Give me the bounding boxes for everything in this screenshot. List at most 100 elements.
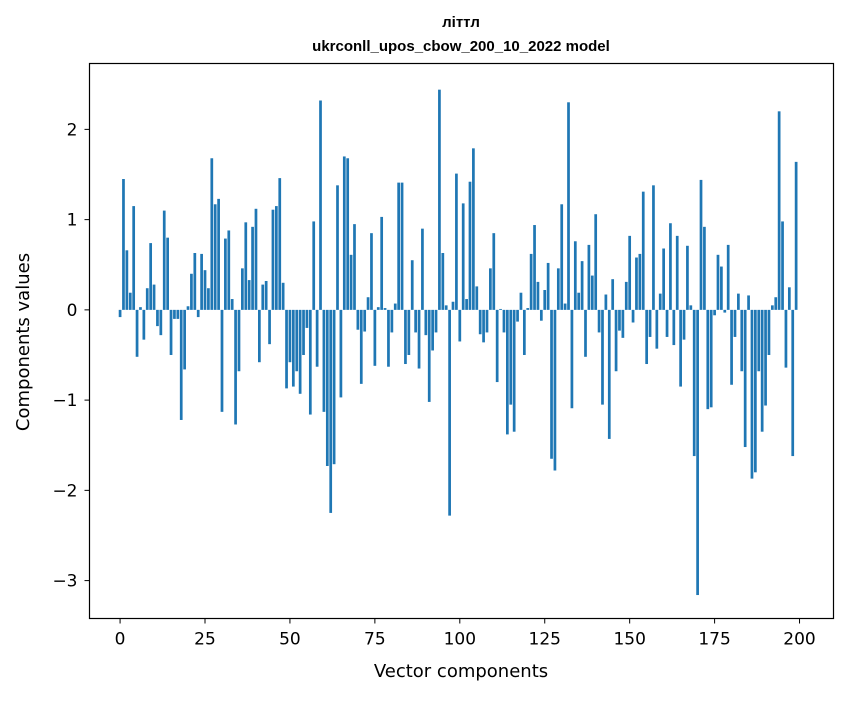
bar bbox=[363, 309, 367, 332]
bar bbox=[757, 309, 761, 372]
chart-subtitle: ukrconll_upos_cbow_200_10_2022 model bbox=[312, 38, 610, 55]
bar bbox=[410, 260, 414, 310]
bar bbox=[699, 179, 703, 310]
bar bbox=[336, 185, 339, 310]
chart-title: літтл bbox=[442, 14, 480, 31]
bar bbox=[539, 309, 543, 321]
bar bbox=[234, 309, 237, 425]
bar bbox=[740, 309, 744, 372]
bar bbox=[638, 253, 642, 310]
bar bbox=[760, 309, 764, 432]
bar bbox=[706, 309, 710, 410]
bar bbox=[506, 309, 509, 435]
bar bbox=[686, 245, 689, 310]
bar bbox=[207, 288, 210, 310]
bar bbox=[777, 111, 781, 310]
bar bbox=[635, 257, 638, 310]
bar bbox=[261, 284, 265, 310]
bar bbox=[669, 223, 672, 310]
bar bbox=[346, 158, 350, 310]
bar bbox=[472, 148, 475, 310]
bar bbox=[421, 228, 424, 310]
bar bbox=[611, 279, 615, 310]
bar bbox=[319, 100, 322, 310]
bar bbox=[570, 309, 574, 409]
bar bbox=[359, 309, 363, 384]
bar bbox=[509, 309, 513, 405]
bar bbox=[404, 309, 407, 365]
x-tick-label: 125 bbox=[529, 630, 561, 650]
bar bbox=[791, 309, 795, 457]
bar bbox=[556, 268, 560, 310]
x-tick-label: 200 bbox=[783, 630, 815, 650]
bar bbox=[312, 221, 316, 310]
bar bbox=[478, 309, 482, 335]
bar bbox=[258, 309, 261, 363]
bar bbox=[383, 308, 387, 310]
bar bbox=[186, 306, 190, 310]
bar bbox=[370, 233, 373, 310]
bar bbox=[458, 309, 462, 342]
bar bbox=[251, 226, 254, 310]
bar bbox=[441, 253, 445, 310]
bar bbox=[618, 309, 621, 331]
bar bbox=[781, 221, 784, 310]
bar bbox=[169, 309, 173, 355]
bar bbox=[767, 309, 771, 355]
y-tick-label: 1 bbox=[67, 211, 78, 231]
bar bbox=[176, 309, 180, 319]
bar bbox=[417, 309, 421, 369]
x-axis-label: Vector components bbox=[374, 661, 548, 682]
bar bbox=[519, 292, 523, 310]
bar bbox=[652, 185, 655, 310]
bar bbox=[529, 253, 533, 310]
bar bbox=[227, 230, 231, 310]
bar bbox=[468, 181, 472, 310]
bar bbox=[573, 241, 577, 310]
bar bbox=[641, 191, 645, 310]
bar bbox=[156, 309, 159, 327]
bar bbox=[444, 305, 448, 310]
bar bbox=[628, 235, 632, 310]
y-axis-label: Components values bbox=[13, 253, 34, 431]
bar bbox=[166, 237, 169, 310]
y-tick-label: 0 bbox=[67, 301, 78, 321]
bar bbox=[339, 309, 343, 398]
bar bbox=[308, 309, 312, 415]
bar bbox=[485, 309, 489, 333]
bar bbox=[563, 303, 567, 310]
bar bbox=[794, 161, 798, 310]
bar bbox=[692, 309, 696, 457]
bar bbox=[567, 102, 570, 310]
bar bbox=[366, 297, 370, 310]
bar bbox=[770, 305, 774, 310]
bar bbox=[621, 309, 625, 338]
bar bbox=[720, 266, 723, 310]
bar bbox=[737, 293, 740, 310]
bar bbox=[743, 309, 747, 448]
x-tick-label: 50 bbox=[279, 630, 301, 650]
bar bbox=[587, 244, 591, 310]
bar-series bbox=[118, 89, 798, 596]
bar bbox=[162, 210, 166, 310]
bar bbox=[553, 309, 557, 471]
bar bbox=[427, 309, 431, 402]
bar bbox=[580, 261, 584, 310]
bar bbox=[434, 309, 438, 333]
bar bbox=[203, 270, 207, 310]
bar bbox=[675, 235, 679, 310]
bar bbox=[730, 309, 733, 385]
bar bbox=[645, 309, 649, 365]
bar bbox=[217, 198, 220, 310]
x-tick-label: 25 bbox=[194, 630, 216, 650]
bar bbox=[492, 233, 496, 310]
bar bbox=[390, 309, 394, 333]
bar bbox=[224, 238, 227, 310]
bar bbox=[173, 309, 176, 319]
bar bbox=[648, 309, 652, 337]
bar bbox=[512, 309, 516, 432]
bar bbox=[400, 182, 404, 310]
bar bbox=[448, 309, 451, 516]
bar bbox=[278, 178, 282, 310]
